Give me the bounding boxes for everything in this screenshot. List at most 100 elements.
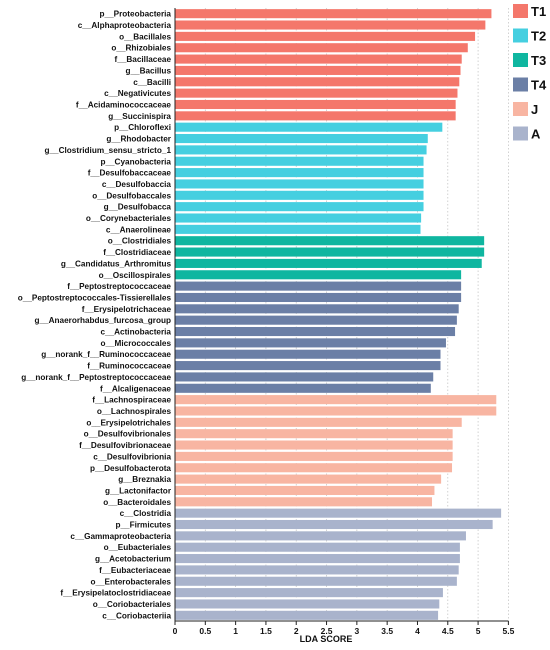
bar xyxy=(175,485,435,495)
bar xyxy=(175,224,421,234)
bar-label: g__Rhodobacter xyxy=(106,135,171,144)
legend: T1 T2 T3 T4 JA xyxy=(513,4,547,142)
bar xyxy=(175,281,462,291)
bar xyxy=(175,145,427,155)
grid-lines xyxy=(204,8,509,621)
bar xyxy=(175,292,462,303)
bar-label: c__Desulfobaccia xyxy=(102,180,172,189)
bar xyxy=(175,270,462,280)
bar-label: f__Bacillaceae xyxy=(115,55,172,64)
bar-label: f__Acidaminococcaceae xyxy=(76,100,172,109)
bar-label: g__Acetobacterium xyxy=(95,555,171,564)
bar-label: o__Lachnospirales xyxy=(97,407,172,416)
bar-label: o__Clostridiales xyxy=(108,237,172,246)
x-tick-label: 4 xyxy=(415,626,420,636)
bar xyxy=(175,326,456,337)
x-tick-label: 4.5 xyxy=(442,626,454,636)
bar xyxy=(175,576,457,586)
bar-label: o__Eubacteriales xyxy=(104,543,172,552)
bar-label: g__Candidatus_Arthromitus xyxy=(61,259,172,268)
legend-label: T4 xyxy=(531,78,547,93)
bar xyxy=(175,474,442,484)
bar xyxy=(175,247,485,257)
bar xyxy=(175,190,424,200)
bar xyxy=(175,202,424,212)
x-tick-label: 3 xyxy=(354,626,359,636)
bar-label: c__Negativicutes xyxy=(104,89,171,98)
bar xyxy=(175,372,434,382)
bar xyxy=(175,88,458,98)
bar xyxy=(175,134,428,144)
bar-label: o__Coriobacteriales xyxy=(93,600,172,609)
legend-label: T3 xyxy=(531,53,546,68)
bar xyxy=(175,111,456,121)
x-tick-label: 0.5 xyxy=(199,626,211,636)
bar-label: o__Micrococcales xyxy=(100,339,171,348)
bar xyxy=(175,213,422,223)
bar-label: o__Oscillospirales xyxy=(99,271,172,280)
bar-label: g__Bacillus xyxy=(125,66,171,75)
bar-label: f__Lachnospiraceae xyxy=(92,396,171,405)
bar-label: p__Desulfobacterota xyxy=(90,464,171,473)
bar xyxy=(175,395,497,405)
legend-swatch xyxy=(513,102,528,116)
bar-label: o__Desulfobaccales xyxy=(92,191,171,200)
bar-label: o__Bacillales xyxy=(119,32,171,41)
bar xyxy=(175,349,441,359)
legend-swatch xyxy=(513,28,528,43)
bar xyxy=(175,258,482,268)
bar xyxy=(175,43,468,53)
x-tick-label: 1.5 xyxy=(260,626,272,636)
y-tick-labels: p__Proteobacteria c__Alphaproteobacteriao… xyxy=(18,10,172,621)
legend-swatch xyxy=(513,126,528,141)
bar xyxy=(175,383,431,393)
bar-label: c__Desulfovibrionia xyxy=(93,452,171,461)
bar xyxy=(175,315,457,325)
bar-label: g__Lactonifactor xyxy=(105,486,172,495)
bar xyxy=(175,463,453,473)
bar-label: c__Anaerolineae xyxy=(106,225,172,234)
bar-label: o__Rhizobiales xyxy=(111,44,171,53)
bar xyxy=(175,361,441,371)
bar-label: o__Bacteroidales xyxy=(103,498,171,507)
bar-label: o__Corynebacteriales xyxy=(86,214,172,223)
bar xyxy=(175,20,486,30)
bar-label: f__Clostridiaceae xyxy=(103,248,171,257)
bar-label: c__Actinobacteria xyxy=(100,328,171,337)
legend-label: A xyxy=(531,127,541,142)
bar xyxy=(175,588,443,598)
bar-label: f__Ruminococcaceae xyxy=(87,362,171,371)
bar-label: o__Desulfovibrionales xyxy=(84,430,172,439)
bar-label: f__Peptostreptococcaceae xyxy=(67,282,171,291)
x-tick-label: 0 xyxy=(173,626,178,636)
bar-label: p__Cyanobacteria xyxy=(100,157,171,166)
bar-label: f__Eubacteriaceae xyxy=(99,566,171,575)
bar-label: c__Gammaproteobacteria xyxy=(70,532,171,541)
bar xyxy=(175,429,453,439)
bar-label: g__Succinispira xyxy=(108,112,171,121)
x-tick-label: 5.5 xyxy=(502,626,514,636)
x-tick-label: 3.5 xyxy=(381,626,393,636)
bar xyxy=(175,497,433,507)
bar xyxy=(175,440,453,450)
x-ticks: 0 0.5 1 1.5 2 2.5 3 3.5 4 4.5 5 5.5 xyxy=(173,621,515,636)
bar xyxy=(175,179,424,189)
bar xyxy=(175,599,440,609)
bar-label: g__Clostridium_sensu_stricto_1 xyxy=(45,146,172,155)
bar xyxy=(175,168,424,178)
x-axis-label: LDA SCORE xyxy=(300,634,353,644)
legend-swatch xyxy=(513,4,528,18)
legend-label: T1 xyxy=(531,4,546,19)
bar-label: c__Alphaproteobacteria xyxy=(78,21,172,30)
bar-label: o__Erysipelotrichales xyxy=(86,418,171,427)
bar-label: g__Desulfobacca xyxy=(104,203,172,212)
bar xyxy=(175,122,443,132)
bar xyxy=(175,236,485,246)
bar xyxy=(175,451,453,461)
bar xyxy=(175,610,439,620)
bar xyxy=(175,338,446,348)
bar xyxy=(175,531,466,541)
x-tick-label: 5 xyxy=(476,626,481,636)
bar-label: f__Alcaligenaceae xyxy=(100,384,171,393)
